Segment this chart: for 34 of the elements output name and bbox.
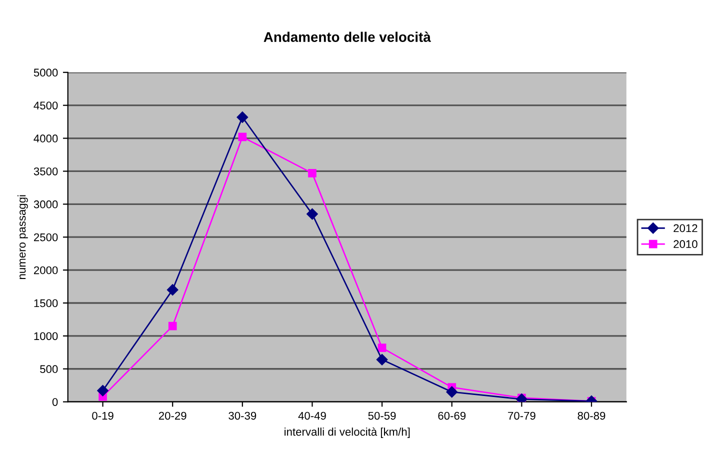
- point: [376, 354, 388, 366]
- y-tick-label: 5000: [34, 68, 58, 77]
- point: [306, 208, 318, 220]
- x-tick-label: 30-39: [228, 412, 256, 420]
- x-tick-label: 40-49: [298, 412, 326, 420]
- y-tick-label: 1500: [34, 299, 58, 308]
- point: [168, 322, 177, 330]
- legend-label: 2010: [674, 240, 698, 248]
- y-tick-label: 500: [40, 365, 58, 374]
- point: [236, 112, 248, 123]
- x-tick-label: 0-19: [92, 412, 114, 420]
- y-tick-label: 2500: [34, 233, 58, 242]
- y-tick-label: 4500: [34, 102, 58, 110]
- point: [378, 344, 386, 352]
- chart-title: Andamento delle velocità: [264, 32, 431, 42]
- x-tick-label: 80-89: [578, 412, 606, 420]
- y-axis-title: numero passaggi: [18, 195, 28, 279]
- y-tick-label: 1000: [34, 332, 58, 340]
- y-tick-label: 4000: [34, 134, 58, 142]
- x-axis-title: intervalli di velocità [km/h]: [284, 427, 410, 438]
- point: [308, 169, 316, 178]
- y-tick-label: 0: [52, 398, 58, 406]
- point: [446, 386, 458, 398]
- x-tick-label: 20-29: [158, 412, 186, 420]
- point: [166, 284, 178, 296]
- legend-label: 2012: [674, 224, 698, 232]
- y-tick-label: 2000: [34, 266, 58, 274]
- point: [238, 132, 247, 142]
- y-tick-label: 3500: [34, 167, 58, 176]
- x-tick-label: 70-79: [508, 412, 536, 420]
- y-tick-label: 3000: [34, 200, 58, 208]
- x-tick-label: 60-69: [438, 412, 466, 420]
- point: [97, 385, 108, 396]
- x-tick-label: 50-59: [368, 412, 396, 420]
